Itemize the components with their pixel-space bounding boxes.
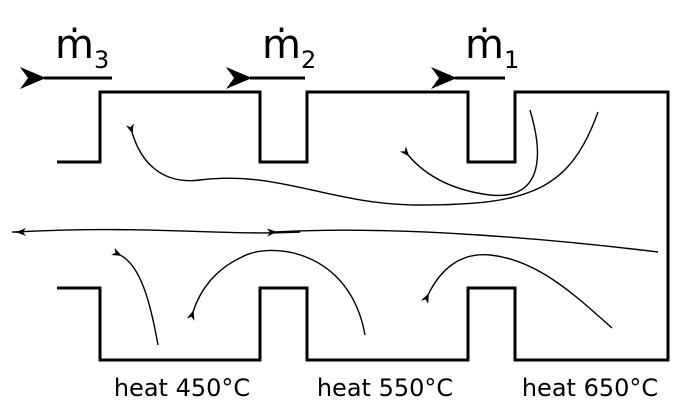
flow-line [111, 247, 159, 346]
flow-line [266, 228, 659, 253]
flow-label: ṁ3 [55, 22, 109, 74]
upper-wall [57, 90, 670, 362]
flow-lines [12, 109, 659, 346]
flow-line [14, 228, 301, 234]
flow-line [186, 249, 366, 336]
heater-label: heat 450°C [114, 374, 250, 402]
flow-label: ṁ1 [465, 22, 519, 74]
flow-line [399, 109, 539, 197]
heater-label: heat 650°C [522, 374, 658, 402]
heater-labels: heat 450°C heat 550°C heat 650°C [114, 374, 658, 402]
flow-label: ṁ2 [262, 22, 316, 74]
flow-line [420, 254, 613, 329]
flow-labels: ṁ3 ṁ2 ṁ1 [55, 22, 519, 74]
heater-label: heat 550°C [317, 374, 453, 402]
flow-line [125, 111, 599, 206]
